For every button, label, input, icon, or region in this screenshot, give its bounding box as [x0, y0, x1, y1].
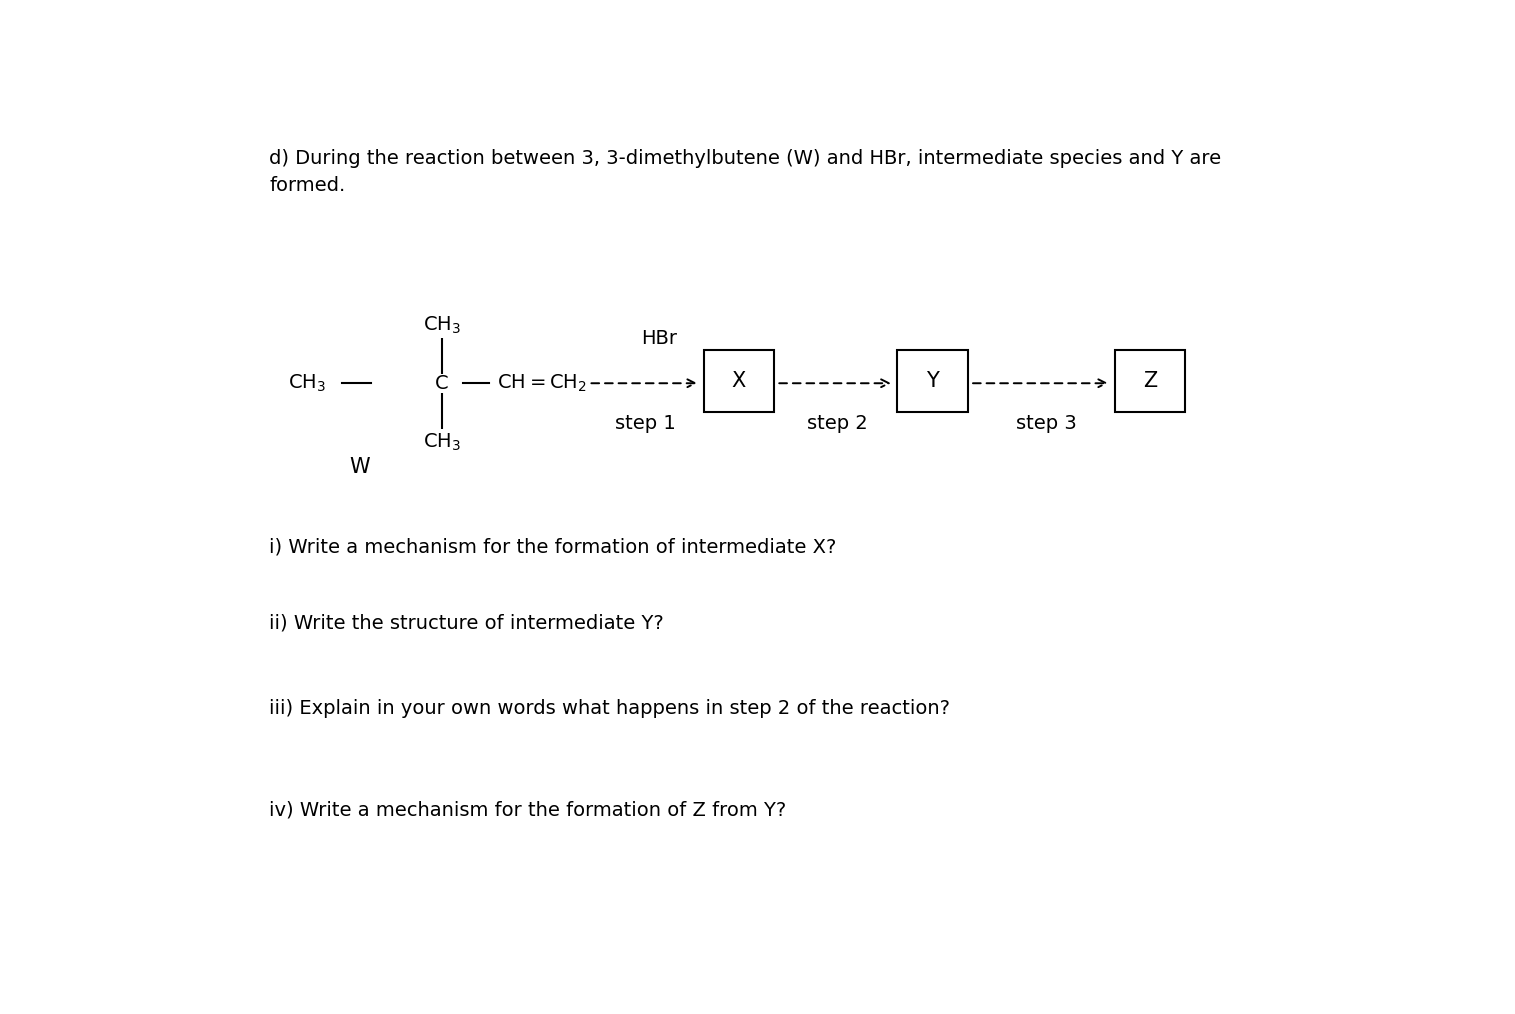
Text: step 1: step 1 — [615, 415, 676, 433]
Text: C: C — [435, 374, 448, 392]
Text: Z: Z — [1142, 371, 1157, 391]
Text: step 3: step 3 — [1017, 415, 1077, 433]
Text: iv) Write a mechanism for the formation of Z from Y?: iv) Write a mechanism for the formation … — [270, 801, 786, 820]
Text: CH$_3$: CH$_3$ — [423, 432, 461, 453]
Text: CH$_3$: CH$_3$ — [288, 372, 326, 393]
Bar — [897, 350, 968, 412]
Bar — [1115, 350, 1185, 412]
Text: formed.: formed. — [270, 176, 345, 196]
Text: W: W — [350, 457, 370, 478]
Text: Y: Y — [926, 371, 939, 391]
Text: X: X — [732, 371, 745, 391]
Text: ii) Write the structure of intermediate Y?: ii) Write the structure of intermediate … — [270, 613, 664, 633]
Text: HBr: HBr — [641, 330, 677, 348]
Text: i) Write a mechanism for the formation of intermediate X?: i) Write a mechanism for the formation o… — [270, 537, 836, 557]
Text: iii) Explain in your own words what happens in step 2 of the reaction?: iii) Explain in your own words what happ… — [270, 700, 950, 718]
Text: CH$_3$: CH$_3$ — [423, 315, 461, 337]
Text: d) During the reaction between 3, 3-dimethylbutene (W) and HBr, intermediate spe: d) During the reaction between 3, 3-dime… — [270, 149, 1221, 168]
Text: step 2: step 2 — [807, 415, 868, 433]
Bar — [703, 350, 774, 412]
Text: CH$=$CH$_2$: CH$=$CH$_2$ — [497, 372, 586, 393]
